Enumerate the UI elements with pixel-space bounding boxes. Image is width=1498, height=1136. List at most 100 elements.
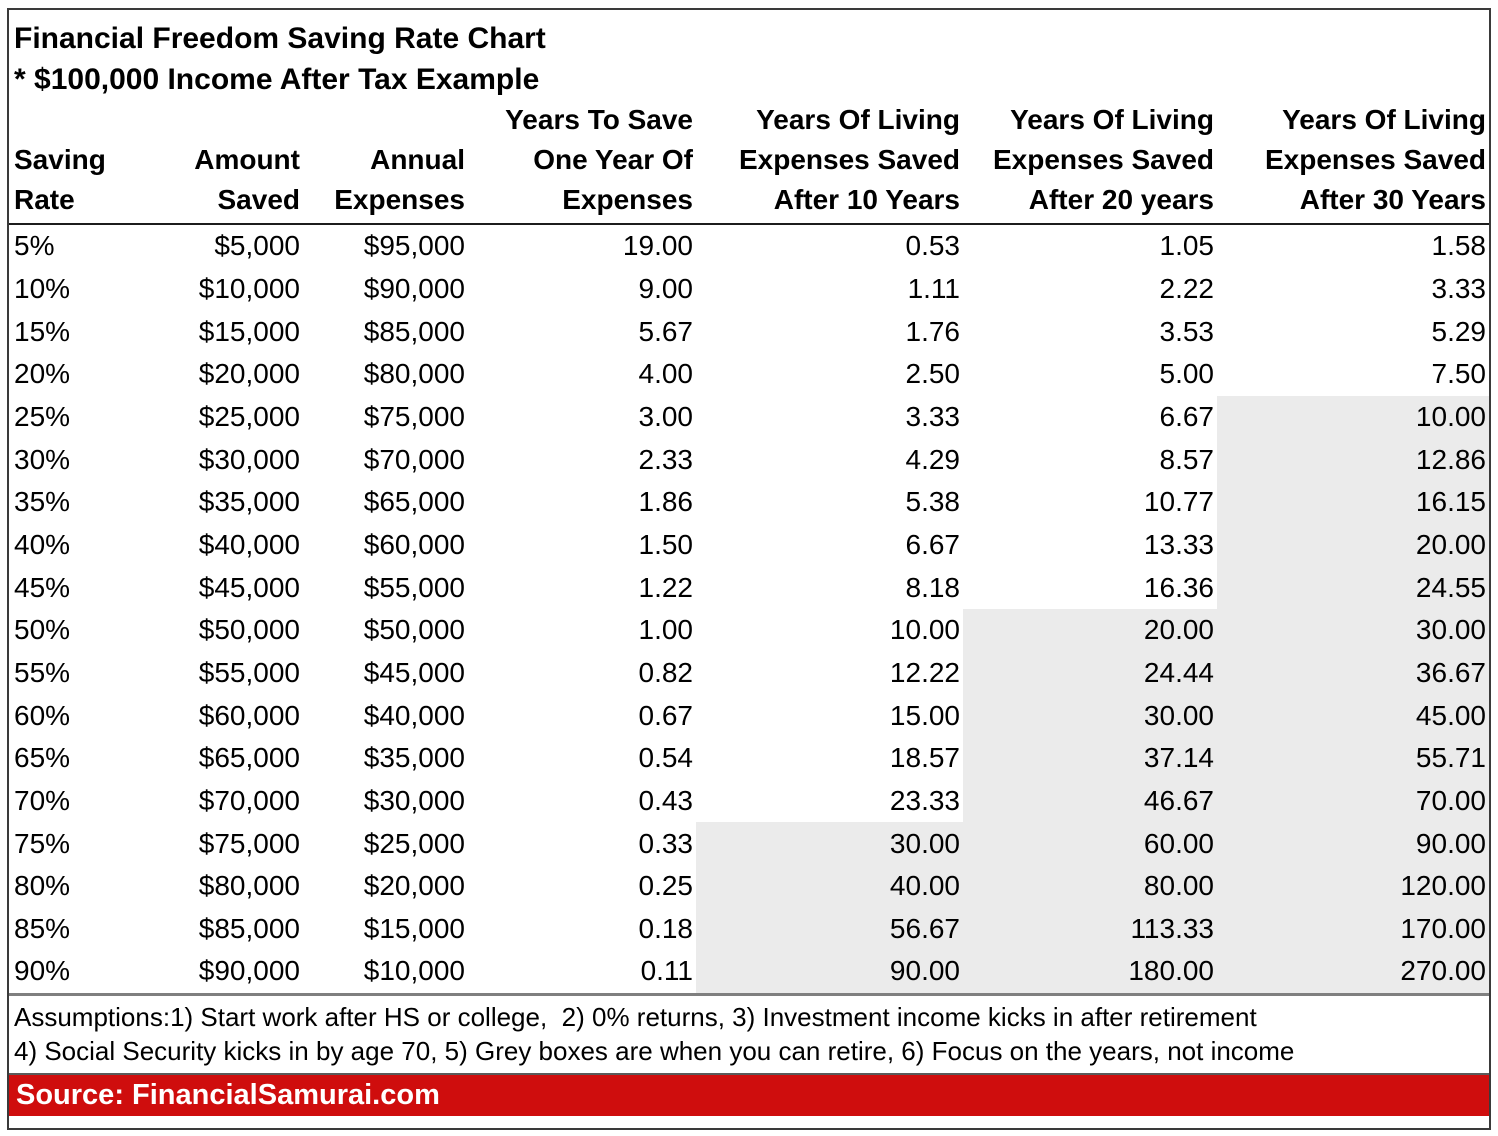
table-cell: 30.00 bbox=[1217, 608, 1489, 652]
table-cell: 40% bbox=[14, 528, 71, 560]
table-cell: 80.00 bbox=[963, 864, 1217, 908]
table-cell: 55% bbox=[14, 656, 71, 688]
table-cell: $55,000 bbox=[363, 571, 465, 603]
table-cell: 1.76 bbox=[905, 315, 961, 347]
table-cell: 0.67 bbox=[638, 699, 694, 731]
table-cell: 12.86 bbox=[1217, 438, 1489, 481]
table-row: 85% $85,000 $15,000 0.18 56.67 113.33 170.00 bbox=[9, 907, 1489, 951]
table-cell: 0.43 bbox=[638, 784, 694, 816]
table-cell: 20.00 bbox=[1217, 523, 1489, 567]
table-cell: 90.00 bbox=[1217, 822, 1489, 865]
table-cell: 24.44 bbox=[963, 651, 1217, 695]
table-cell: 56.67 bbox=[696, 907, 963, 951]
table-cell: 6.67 bbox=[905, 528, 961, 560]
table-cell: 75% bbox=[14, 827, 71, 859]
table-row: 80% $80,000 $20,000 0.25 40.00 80.00 120.00 bbox=[9, 864, 1489, 908]
table-cell: 50% bbox=[14, 614, 71, 646]
table-cell: $70,000 bbox=[363, 443, 465, 475]
table-cell: $45,000 bbox=[363, 656, 465, 688]
table-cell: 170.00 bbox=[1217, 907, 1489, 951]
table-cell: 15% bbox=[14, 315, 71, 347]
table-cell: 24.55 bbox=[1217, 566, 1489, 609]
table-cell: 12.22 bbox=[889, 656, 960, 688]
table-cell: $50,000 bbox=[198, 614, 300, 646]
table-cell: $95,000 bbox=[363, 230, 465, 262]
table-cell: 0.82 bbox=[638, 656, 694, 688]
table-row: 10% $10,000 $90,000 9.00 1.11 2.22 3.33 bbox=[9, 268, 1489, 311]
column-header: Saving Rate bbox=[9, 100, 111, 225]
table-cell: 8.18 bbox=[905, 571, 961, 603]
table-cell: $15,000 bbox=[363, 912, 465, 944]
table-cell: $90,000 bbox=[198, 955, 300, 987]
table-cell: $90,000 bbox=[363, 272, 465, 304]
table-row: 90% $90,000 $10,000 0.11 90.00 180.00 270.00 bbox=[9, 950, 1489, 993]
table-cell: $80,000 bbox=[363, 358, 465, 390]
table-cell: 4.29 bbox=[905, 443, 961, 475]
column-header: Years Of Living Expenses Saved After 30 … bbox=[1217, 100, 1489, 225]
table-cell: $10,000 bbox=[198, 272, 300, 304]
table-row: 20% $20,000 $80,000 4.00 2.50 5.00 7.50 bbox=[9, 353, 1489, 396]
table-cell: 55.71 bbox=[1217, 736, 1489, 780]
table-cell: 37.14 bbox=[963, 736, 1217, 780]
table-row: 45% $45,000 $55,000 1.22 8.18 16.36 24.55 bbox=[9, 566, 1489, 609]
table-cell: 60% bbox=[14, 699, 71, 731]
table-cell: 120.00 bbox=[1217, 864, 1489, 908]
table-cell: 1.00 bbox=[638, 614, 694, 646]
table-cell: 46.67 bbox=[963, 779, 1217, 823]
table-cell: 70.00 bbox=[1217, 779, 1489, 823]
source-bar: Source: FinancialSamurai.com bbox=[9, 1072, 1489, 1116]
table-cell: 30.00 bbox=[963, 694, 1217, 737]
table-cell: $60,000 bbox=[198, 699, 300, 731]
table-cell: 20.00 bbox=[963, 608, 1217, 652]
table-cell: 80% bbox=[14, 870, 71, 902]
column-header: Years To Save One Year Of Expenses bbox=[468, 100, 696, 225]
table-cell: 65% bbox=[14, 742, 71, 774]
table-cell: 10% bbox=[14, 272, 71, 304]
assumptions-line-2: 4) Social Security kicks in by age 70, 5… bbox=[14, 1035, 1295, 1066]
table-cell: 0.33 bbox=[638, 827, 694, 859]
table-cell: 36.67 bbox=[1217, 651, 1489, 695]
table-cell: $20,000 bbox=[363, 870, 465, 902]
column-header: Years Of Living Expenses Saved After 10 … bbox=[696, 100, 963, 225]
table-cell: 23.33 bbox=[889, 784, 960, 816]
table-cell: 5.38 bbox=[905, 486, 961, 518]
table-cell: $85,000 bbox=[363, 315, 465, 347]
table-cell: 7.50 bbox=[1431, 358, 1487, 390]
table-cell: $65,000 bbox=[363, 486, 465, 518]
table-cell: 5.67 bbox=[638, 315, 694, 347]
source-label: Source: FinancialSamurai.com bbox=[16, 1078, 440, 1111]
table-cell: 25% bbox=[14, 400, 71, 432]
table-cell: 30% bbox=[14, 443, 71, 475]
table-cell: $40,000 bbox=[198, 528, 300, 560]
table-cell: $30,000 bbox=[363, 784, 465, 816]
table-cell: 2.50 bbox=[905, 358, 961, 390]
table-cell: 113.33 bbox=[963, 907, 1217, 951]
table-cell: $60,000 bbox=[363, 528, 465, 560]
table-cell: $85,000 bbox=[198, 912, 300, 944]
table-cell: 270.00 bbox=[1217, 950, 1489, 993]
table-header: Saving Rate Amount Saved Annual Expenses Ye… bbox=[9, 100, 1489, 225]
table-cell: 2.33 bbox=[638, 443, 694, 475]
table-cell: 5.29 bbox=[1431, 315, 1487, 347]
table-cell: 5% bbox=[14, 230, 55, 262]
table-cell: $65,000 bbox=[198, 742, 300, 774]
table-cell: $25,000 bbox=[363, 827, 465, 859]
table-cell: $10,000 bbox=[363, 955, 465, 987]
table-cell: $80,000 bbox=[198, 870, 300, 902]
table-cell: $75,000 bbox=[363, 400, 465, 432]
table-cell: 45% bbox=[14, 571, 71, 603]
table-cell: 1.05 bbox=[1159, 230, 1215, 262]
table-cell: 13.33 bbox=[1143, 528, 1214, 560]
table-cell: 10.00 bbox=[1217, 395, 1489, 439]
table-cell: 0.18 bbox=[638, 912, 694, 944]
table-cell: $30,000 bbox=[198, 443, 300, 475]
chart-title: Financial Freedom Saving Rate Chart bbox=[14, 22, 546, 55]
table-cell: 6.67 bbox=[1159, 400, 1215, 432]
table-cell: 85% bbox=[14, 912, 71, 944]
table-cell: 5.00 bbox=[1159, 358, 1215, 390]
table-cell: 18.57 bbox=[889, 742, 960, 774]
table-body: 5% $5,000 $95,000 19.00 0.53 1.05 1.58 10% $10,0… bbox=[9, 224, 1489, 993]
table-cell: $75,000 bbox=[198, 827, 300, 859]
table-cell: 30.00 bbox=[696, 822, 963, 865]
table-row: 15% $15,000 $85,000 5.67 1.76 3.53 5.29 bbox=[9, 310, 1489, 353]
